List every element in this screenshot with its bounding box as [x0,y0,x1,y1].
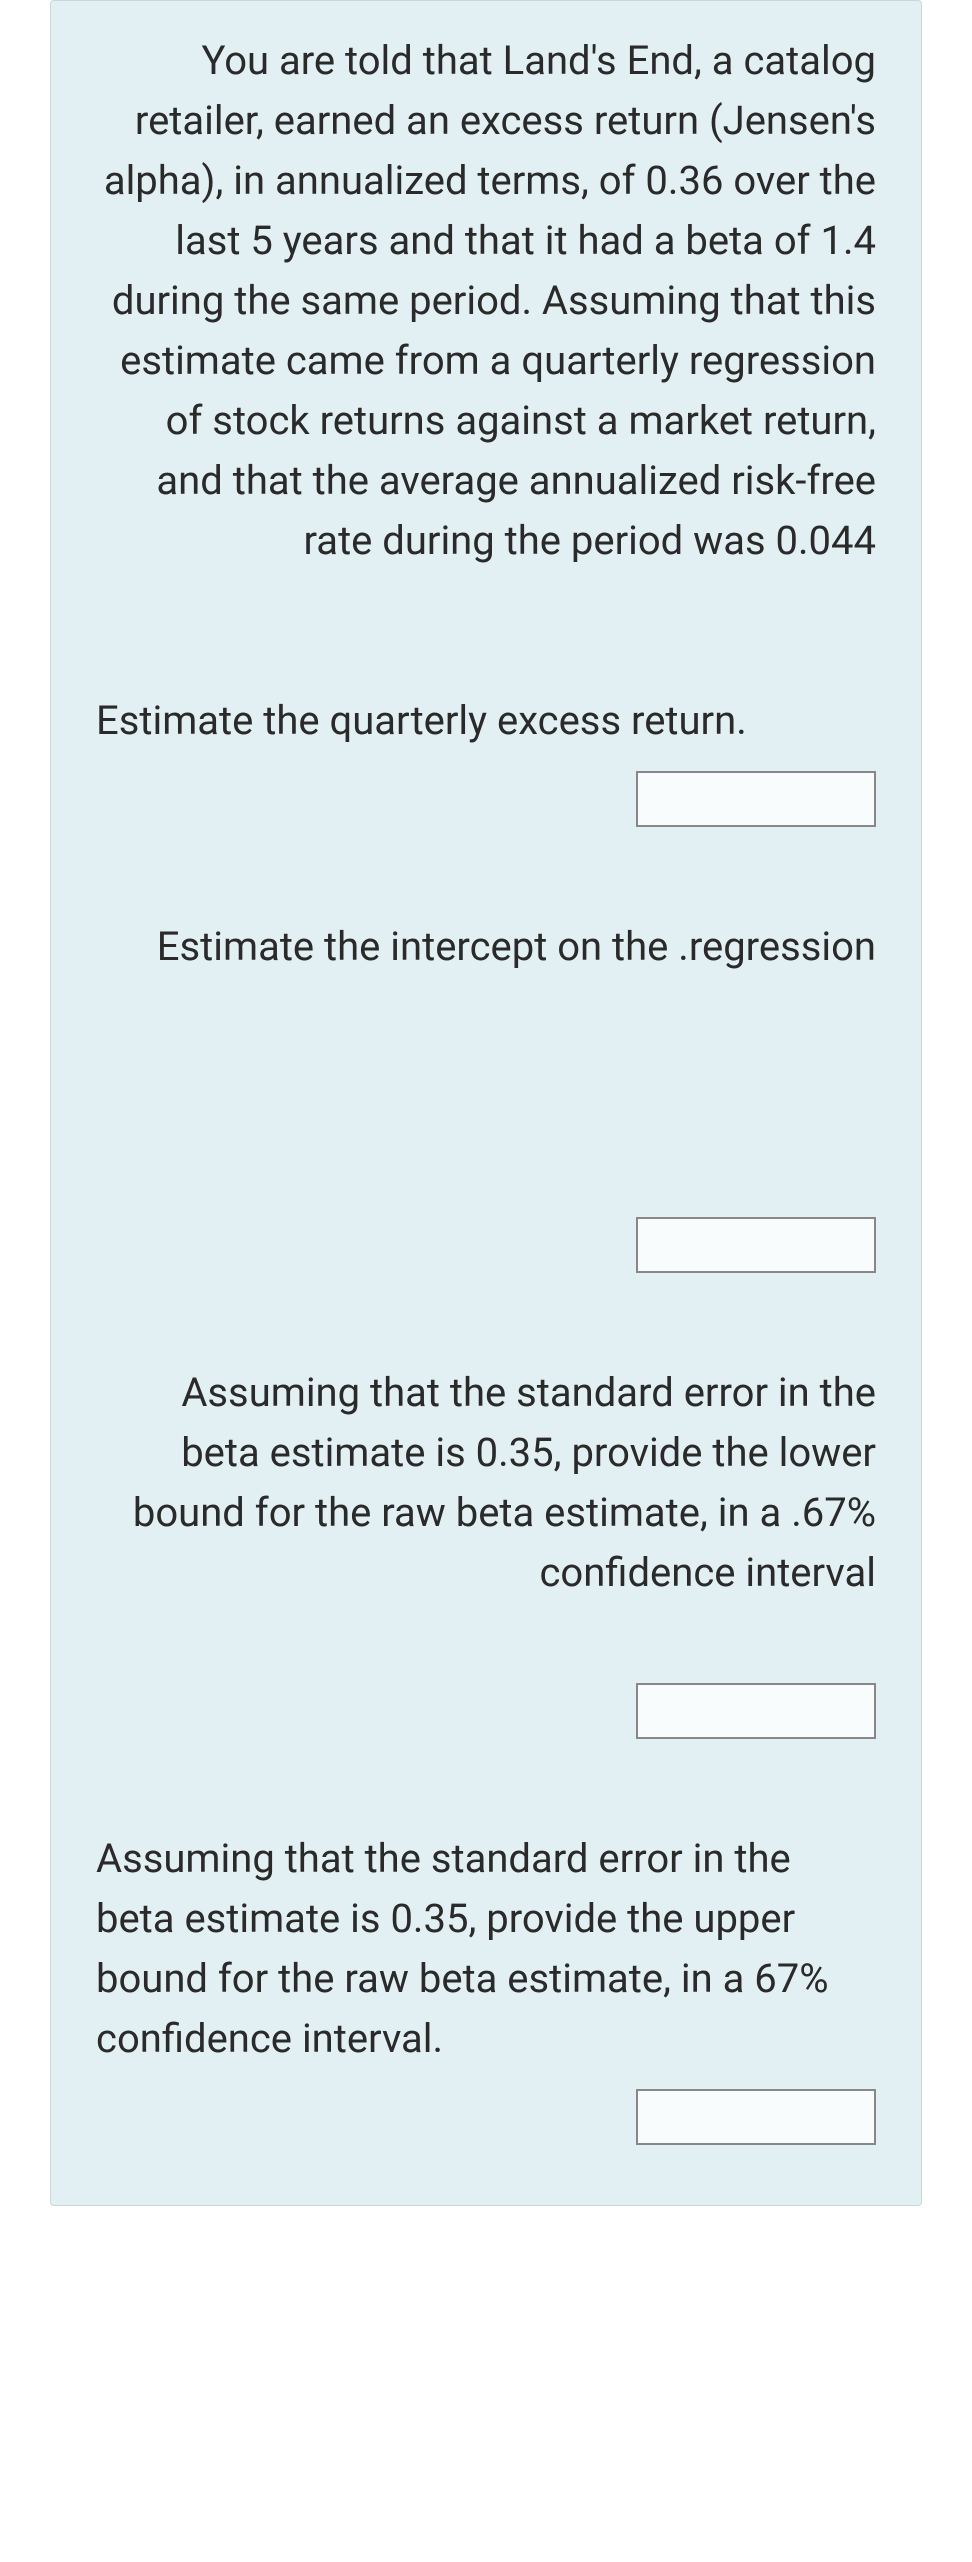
answer-input-2[interactable] [636,1217,876,1273]
input-row-2 [96,1217,876,1273]
question-2-text: Estimate the intercept on the .regressio… [96,917,876,977]
input-row-3 [96,1683,876,1739]
answer-input-4[interactable] [636,2089,876,2145]
input-row-1 [96,771,876,827]
question-card: You are told that Land's End, a catalog … [50,0,922,2206]
question-3-text: Assuming that the standard error in the … [96,1363,876,1603]
intro-paragraph: You are told that Land's End, a catalog … [96,31,876,571]
question-3: Assuming that the standard error in the … [96,1363,876,1739]
input-row-4 [96,2089,876,2145]
question-1-text: Estimate the quarterly excess return. [96,691,876,751]
answer-input-1[interactable] [636,771,876,827]
spacer [96,997,876,1217]
question-4: Assuming that the standard error in the … [96,1829,876,2145]
question-4-text: Assuming that the standard error in the … [96,1829,876,2069]
card-content: You are told that Land's End, a catalog … [51,1,921,2205]
spacer-small [96,1623,876,1683]
answer-input-3[interactable] [636,1683,876,1739]
question-2: Estimate the intercept on the .regressio… [96,917,876,1273]
question-1: Estimate the quarterly excess return. [96,691,876,827]
